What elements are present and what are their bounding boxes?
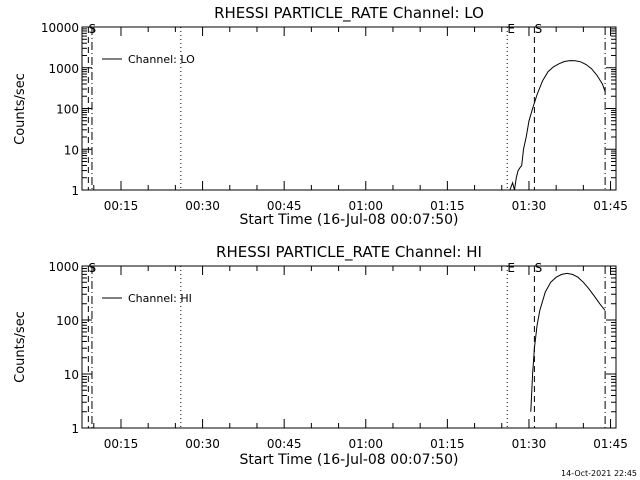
y-tick-label: 1	[71, 422, 79, 436]
x-tick-label: 01:30	[512, 437, 547, 451]
y-axis-label: Counts/sec	[13, 311, 28, 383]
legend: Channel: LO	[102, 53, 195, 66]
x-tick-group: 00:15 00:30 00:45 01:00 01:15 01:30 01:45	[93, 266, 628, 451]
event-marker-label: E	[507, 22, 515, 36]
y-tick-label: 1000	[48, 260, 79, 274]
x-axis-label: Start Time (16-Jul-08 00:07:50)	[239, 452, 458, 468]
x-tick-label: 00:30	[185, 199, 220, 213]
x-tick-label: 00:15	[104, 199, 139, 213]
x-tick-label: 01:15	[430, 437, 465, 451]
x-tick-label: 01:45	[593, 437, 628, 451]
marker-group: SES	[87, 261, 606, 428]
y-tick-label: 100	[56, 103, 79, 117]
plot-frame	[81, 265, 617, 429]
lo-channel-panel: RHESSI PARTICLE_RATE Channel: LO Start T…	[13, 4, 628, 228]
x-tick-group: 00:15 00:30 00:45 01:00 01:15 01:30 01:45	[93, 27, 628, 213]
y-tick-label: 100	[56, 314, 79, 328]
x-tick-label: 01:30	[512, 199, 547, 213]
x-tick-label: 01:00	[348, 437, 383, 451]
event-marker-label: S	[535, 22, 543, 36]
x-tick-label: 00:30	[185, 437, 220, 451]
hi-channel-panel: RHESSI PARTICLE_RATE Channel: HI Start T…	[13, 243, 628, 468]
y-tick-group: 1 10 100 1000	[48, 260, 616, 436]
series-line-hi	[530, 272, 606, 412]
y-axis-label: Counts/sec	[13, 73, 28, 145]
y-tick-label: 10	[64, 368, 79, 382]
chart-title: RHESSI PARTICLE_RATE Channel: LO	[214, 4, 484, 23]
x-tick-label: 01:00	[348, 199, 383, 213]
legend: Channel: HI	[102, 292, 192, 305]
x-tick-label: 00:45	[267, 437, 302, 451]
y-tick-label: 1000	[48, 62, 79, 76]
x-tick-label: 00:45	[267, 199, 302, 213]
y-tick-label: 1	[71, 184, 79, 198]
legend-entry: Channel: LO	[128, 53, 195, 66]
y-tick-label: 10000	[41, 21, 79, 35]
chart-title: RHESSI PARTICLE_RATE Channel: HI	[216, 243, 482, 262]
event-marker-label: S	[535, 261, 543, 275]
x-tick-label: 01:15	[430, 199, 465, 213]
plot-frame	[81, 26, 617, 191]
x-tick-label: 01:45	[593, 199, 628, 213]
marker-group: SES	[87, 22, 606, 190]
legend-entry: Channel: HI	[128, 292, 192, 305]
x-tick-label: 00:15	[104, 437, 139, 451]
event-marker-label: E	[507, 261, 515, 275]
footer-timestamp: 14-Oct-2021 22:45	[561, 469, 637, 478]
series-line-lo	[509, 60, 606, 191]
y-tick-label: 10	[64, 143, 79, 157]
y-tick-group: 1 10 100 1000 10000	[41, 21, 616, 198]
x-axis-label: Start Time (16-Jul-08 00:07:50)	[239, 212, 458, 228]
